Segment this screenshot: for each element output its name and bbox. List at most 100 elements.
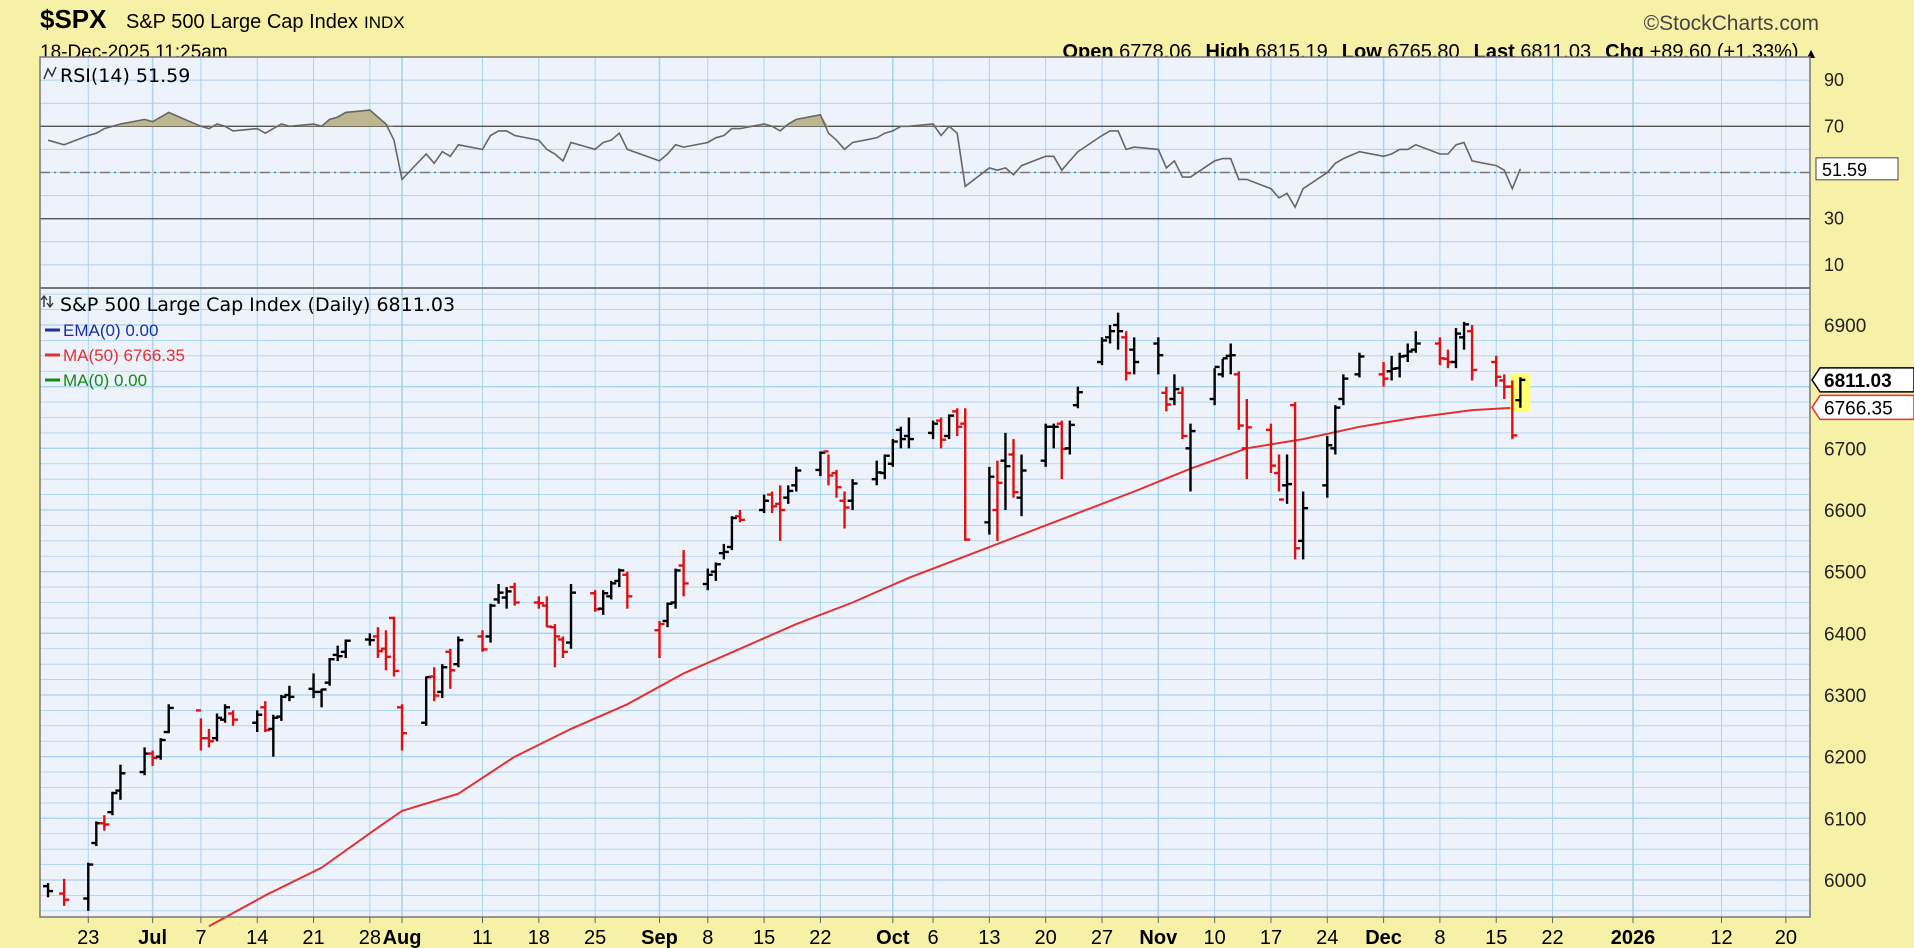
ohlc-bar (903, 417, 914, 449)
x-tick-label: 2026 (1611, 927, 1656, 948)
ohlc-bar (163, 704, 174, 734)
ohlc-bar (252, 710, 263, 732)
x-tick-label: 15 (1485, 927, 1507, 948)
price-tick-label: 6300 (1824, 686, 1866, 707)
ohlc-bar (372, 627, 383, 658)
ohlc-bar (1282, 454, 1293, 504)
ohlc-bar (726, 516, 737, 551)
ohlc-bar (944, 414, 955, 440)
ohlc-bar (847, 479, 858, 510)
ohlc-bar (823, 450, 834, 486)
ohlc-bar (260, 701, 271, 732)
x-tick-label: 12 (1710, 927, 1732, 948)
ohlc-bar (566, 584, 576, 649)
ohlc-bar (783, 485, 794, 504)
ohlc-bar (1507, 380, 1518, 440)
ohlc-bar (557, 636, 568, 658)
ohlc-bar (268, 714, 279, 757)
x-tick-label: Jul (138, 927, 167, 948)
ohlc-bar (1177, 386, 1188, 440)
ohlc-bar (324, 658, 335, 686)
x-tick-label: Dec (1365, 927, 1402, 948)
ohlc-bar (670, 568, 681, 609)
ohlc-bar (1274, 454, 1284, 501)
ohlc-bar (791, 466, 802, 492)
x-tick-label: 14 (246, 927, 268, 948)
legend-label: EMA(0) 0.00 (63, 321, 158, 340)
ohlc-bar (445, 648, 456, 689)
x-tick-label: 20 (1035, 927, 1057, 948)
ohlc-bar (1330, 405, 1341, 455)
ohlc-bar (1451, 328, 1461, 369)
price-tick-label: 6200 (1824, 748, 1866, 769)
price-legend: S&P 500 Large Cap Index (Daily) 6811.03 E… (40, 294, 455, 390)
x-tick-label: 15 (753, 927, 775, 948)
ohlc-bar (364, 633, 375, 646)
ohlc-bar (606, 580, 617, 600)
ohlc-bar (1169, 374, 1180, 406)
price-tick-label: 6700 (1824, 439, 1866, 460)
price-tick-label: 6000 (1824, 871, 1866, 892)
ohlc-bar (155, 738, 166, 760)
ohlc-bar (549, 624, 560, 668)
ohlc-bar (485, 603, 496, 643)
ohlc-bar (533, 596, 544, 609)
x-tick-label: 8 (702, 927, 713, 948)
ohlc-bar (1097, 337, 1107, 366)
ma50-price-tag-text: 6766.35 (1824, 398, 1893, 419)
ohlc-bar (501, 587, 512, 609)
x-tick-label: 22 (809, 927, 831, 948)
ohlc-bar (316, 688, 327, 708)
ohlc-bar (203, 728, 214, 748)
ohlc-bar (284, 685, 295, 702)
ohlc-bar (879, 454, 890, 480)
ohlc-bar (710, 562, 721, 581)
x-tick-label: Aug (383, 927, 422, 948)
x-tick-label: 11 (472, 927, 493, 948)
ohlc-bar (1459, 321, 1470, 350)
ohlc-bars (43, 312, 1526, 911)
x-tick-label: 24 (1316, 927, 1338, 948)
ohlc-bar (984, 466, 995, 535)
x-tick-label: Nov (1139, 927, 1178, 948)
ohlc-bar (429, 667, 440, 702)
ohlc-bar (1217, 357, 1228, 378)
ohlc-bar (220, 704, 231, 723)
rsi-line (47, 109, 1522, 209)
ma50-price-tag-box (1811, 394, 1914, 421)
ohlc-bar (1105, 325, 1116, 344)
ohlc-bar (662, 602, 673, 628)
ohlc-bar (1298, 491, 1309, 560)
ohlc-bar (1153, 337, 1164, 375)
last-price-tag-box (1811, 367, 1914, 393)
ohlc-bar (960, 408, 971, 541)
price-tick-label: 6600 (1824, 501, 1866, 522)
ohlc-bar (1129, 337, 1140, 375)
ohlc-bar (598, 590, 609, 615)
last-price-tag: 6811.03 (1811, 367, 1914, 393)
ohlc-bar (1233, 371, 1244, 430)
ohlc-bar (43, 883, 54, 898)
price-tick-label: 6400 (1824, 624, 1866, 645)
rsi-last-value-label: 51.59 (1822, 160, 1867, 180)
x-tick-label: 17 (1260, 927, 1282, 948)
ohlc-bar (815, 451, 826, 477)
legend-label: MA(0) 0.00 (63, 371, 147, 390)
ticker-symbol: $SPX (40, 4, 107, 34)
ohlc-bar (389, 616, 399, 677)
ohlc-bar (509, 582, 520, 606)
ma50-price-tag: 6766.35 (1811, 394, 1914, 421)
ohlc-bar (1410, 331, 1421, 353)
ohlc-bar (622, 571, 633, 609)
ohlc-bar (1048, 423, 1059, 449)
ohlc-bar (276, 695, 287, 721)
ohlc-bar (936, 417, 947, 449)
ohlc-bar (1121, 331, 1132, 381)
rsi-indicator-icon (43, 66, 57, 80)
ohlc-bar (228, 710, 239, 726)
x-tick-label: 21 (302, 927, 324, 948)
x-tick-label: 7 (195, 927, 206, 948)
ohlc-bar (1378, 362, 1389, 387)
rsi-last-value-box (1815, 157, 1899, 181)
